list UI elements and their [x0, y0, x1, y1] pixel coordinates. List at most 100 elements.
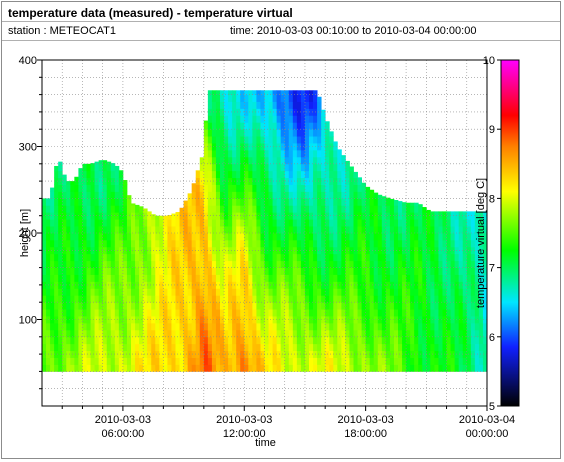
- heatmap-cell: [304, 177, 310, 185]
- heatmap-cell: [252, 350, 257, 358]
- heatmap-cell: [90, 309, 95, 317]
- heatmap-cell: [264, 115, 269, 123]
- heatmap-cell: [276, 274, 282, 282]
- heatmap-cell: [337, 191, 342, 199]
- heatmap-cell: [159, 302, 164, 310]
- heatmap-cell: [434, 219, 439, 227]
- heatmap-cell: [163, 357, 168, 365]
- heatmap-cell: [187, 205, 193, 213]
- heatmap-cell: [272, 309, 278, 317]
- heatmap-cell: [86, 233, 91, 241]
- heatmap-cell: [215, 191, 221, 199]
- heatmap-cell: [353, 233, 358, 241]
- heatmap-cell: [98, 184, 104, 192]
- heatmap-cell: [313, 288, 318, 296]
- heatmap-cell: [474, 322, 480, 331]
- heatmap-cell: [377, 226, 383, 234]
- heatmap-cell: [207, 198, 213, 206]
- heatmap-cell: [62, 184, 67, 192]
- heatmap-cell: [296, 163, 302, 172]
- heatmap-cell: [54, 350, 59, 358]
- heatmap-cell: [236, 101, 241, 109]
- heatmap-cell: [292, 108, 298, 116]
- heatmap-cell: [66, 191, 71, 199]
- heatmap-cell: [143, 302, 148, 310]
- heatmap-cell: [102, 191, 108, 199]
- heatmap-cell: [42, 233, 47, 241]
- heatmap-cell: [191, 316, 197, 324]
- heatmap-cell: [66, 205, 71, 213]
- heatmap-cell: [288, 274, 294, 282]
- heatmap-cell: [199, 302, 205, 310]
- heatmap-cell: [179, 219, 184, 227]
- heatmap-cell: [228, 316, 233, 324]
- heatmap-cell: [244, 322, 249, 331]
- heatmap-cell: [288, 170, 294, 179]
- heatmap-cell: [482, 233, 488, 241]
- heatmap-cell: [337, 226, 342, 234]
- heatmap-cell: [46, 302, 51, 310]
- heatmap-cell: [357, 288, 362, 296]
- heatmap-cell: [462, 316, 468, 324]
- heatmap-cell: [74, 267, 79, 275]
- heatmap-cell: [50, 191, 55, 199]
- heatmap-cell: [309, 101, 314, 109]
- heatmap-cell: [175, 309, 180, 317]
- heatmap-cell: [361, 364, 367, 372]
- heatmap-cell: [122, 246, 128, 255]
- heatmap-cell: [175, 219, 180, 227]
- heatmap-cell: [422, 343, 427, 352]
- heatmap-cell: [300, 163, 306, 172]
- heatmap-cell: [309, 156, 314, 165]
- heatmap-cell: [325, 288, 330, 296]
- heatmap-cell: [385, 288, 391, 296]
- heatmap-cell: [211, 115, 217, 123]
- heatmap-cell: [118, 233, 124, 241]
- heatmap-cell: [345, 329, 350, 338]
- heatmap-cell: [224, 233, 229, 241]
- heatmap-cell: [131, 336, 136, 345]
- heatmap-cell: [450, 239, 456, 248]
- heatmap-cell: [474, 267, 480, 275]
- heatmap-cell: [268, 163, 273, 172]
- heatmap-cell: [78, 281, 83, 289]
- heatmap-cell: [292, 122, 298, 130]
- heatmap-cell: [236, 260, 241, 268]
- heatmap-cell: [438, 357, 443, 365]
- heatmap-cell: [179, 226, 184, 234]
- heatmap-cell: [94, 239, 100, 248]
- heatmap-cell: [58, 357, 63, 365]
- heatmap-cell: [280, 115, 286, 123]
- heatmap-cell: [442, 267, 447, 275]
- heatmap-cell: [256, 101, 261, 109]
- heatmap-cell: [159, 364, 164, 372]
- heatmap-cell: [54, 219, 59, 227]
- heatmap-cell: [450, 267, 456, 275]
- heatmap-cell: [398, 350, 403, 358]
- heatmap-cell: [215, 212, 221, 220]
- heatmap-cell: [66, 364, 71, 372]
- heatmap-cell: [393, 357, 399, 365]
- heatmap-cell: [458, 295, 464, 303]
- heatmap-cell: [418, 226, 423, 234]
- heatmap-cell: [333, 246, 338, 255]
- heatmap-cell: [187, 329, 193, 338]
- heatmap-cell: [369, 302, 375, 310]
- heatmap-cell: [102, 322, 108, 331]
- heatmap-cell: [373, 364, 379, 372]
- heatmap-cell: [349, 170, 354, 179]
- heatmap-cell: [131, 357, 136, 365]
- heatmap-cell: [280, 163, 286, 172]
- heatmap-cell: [187, 288, 193, 296]
- heatmap-cell: [187, 295, 193, 303]
- heatmap-cell: [179, 302, 184, 310]
- heatmap-cell: [398, 281, 403, 289]
- heatmap-cell: [207, 343, 213, 352]
- heatmap-cell: [199, 274, 205, 282]
- heatmap-cell: [203, 191, 209, 199]
- heatmap-cell: [228, 143, 233, 151]
- heatmap-cell: [321, 149, 326, 158]
- heatmap-cell: [317, 246, 322, 255]
- heatmap-cell: [199, 205, 205, 213]
- heatmap-cell: [244, 149, 249, 158]
